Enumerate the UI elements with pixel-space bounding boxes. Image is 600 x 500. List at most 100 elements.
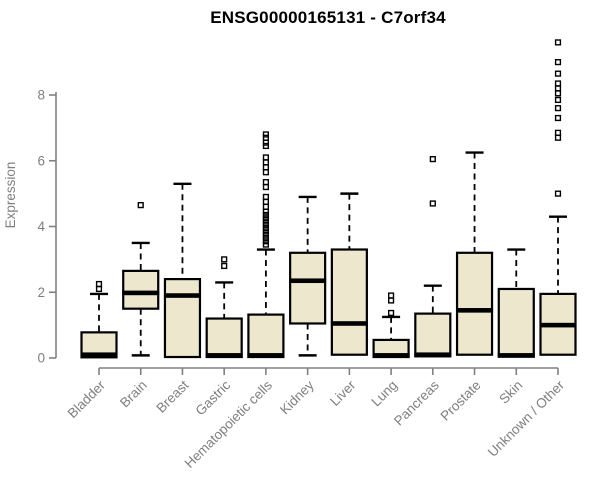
chart-title: ENSG00000165131 - C7orf34 xyxy=(210,8,446,27)
outlier-point xyxy=(262,241,270,248)
iqr-box xyxy=(247,313,285,359)
outlier-point xyxy=(221,256,228,263)
outlier-point xyxy=(554,59,562,66)
y-axis: 0 2 4 6 8 Expression xyxy=(3,88,57,366)
outlier-point xyxy=(262,225,270,232)
y-tick-label: 0 xyxy=(37,351,45,366)
box-gastric xyxy=(205,256,243,359)
median-line xyxy=(247,353,285,358)
outlier-point xyxy=(262,238,270,245)
outlier-point xyxy=(554,39,562,46)
median-line xyxy=(289,278,327,284)
box-bladder xyxy=(80,280,118,359)
x-tick-label: Brain xyxy=(117,378,150,411)
outlier-point xyxy=(262,228,270,235)
outlier-point xyxy=(387,292,395,299)
box-hematopoietic-cells xyxy=(247,131,285,359)
outlier-point xyxy=(262,215,270,222)
median-line xyxy=(80,352,118,358)
y-tick-label: 2 xyxy=(37,285,45,300)
box-skin xyxy=(497,248,535,358)
outlier-point xyxy=(387,309,395,317)
outlier-point xyxy=(554,114,562,122)
outlier-point xyxy=(262,231,270,238)
iqr-box xyxy=(497,287,535,358)
outlier-point xyxy=(262,159,270,166)
outlier-point xyxy=(262,139,270,146)
outlier-point xyxy=(262,169,270,176)
median-line xyxy=(372,353,410,358)
x-tick-label: Pancreas xyxy=(391,377,442,428)
y-tick-label: 4 xyxy=(37,219,45,234)
outlier-point xyxy=(95,285,103,293)
y-tick-label: 6 xyxy=(37,153,45,168)
x-tick-label: Unknown / Other xyxy=(485,377,568,460)
outlier-point xyxy=(554,129,562,136)
outlier-point xyxy=(262,142,270,150)
outlier-point xyxy=(262,218,270,225)
outlier-point xyxy=(262,211,270,219)
outlier-point xyxy=(262,221,270,228)
x-tick-label: Lung xyxy=(368,378,400,410)
y-axis-title: Expression xyxy=(3,162,18,229)
outlier-point xyxy=(554,190,562,197)
box-kidney xyxy=(289,195,327,357)
outlier-point xyxy=(95,280,103,288)
x-tick-label: Kidney xyxy=(277,377,317,417)
iqr-box xyxy=(289,251,327,325)
x-tick-label: Gastric xyxy=(192,377,233,418)
median-line xyxy=(497,353,535,358)
outlier-point xyxy=(554,105,562,112)
x-tick-label: Bladder xyxy=(65,377,109,421)
outlier-point xyxy=(554,80,562,87)
box-prostate xyxy=(455,151,494,356)
iqr-box xyxy=(122,269,160,310)
iqr-box xyxy=(414,312,452,358)
outlier-point xyxy=(554,70,562,77)
x-tick-label: Prostate xyxy=(438,378,484,424)
iqr-box xyxy=(455,251,494,356)
outlier-point xyxy=(554,96,562,104)
outlier-point xyxy=(262,134,270,141)
median-line xyxy=(205,353,243,358)
outlier-point xyxy=(221,262,228,270)
outlier-point xyxy=(262,208,270,215)
median-line xyxy=(122,290,160,296)
outlier-point xyxy=(554,90,562,97)
outlier-point xyxy=(262,164,270,171)
outlier-point xyxy=(387,297,395,304)
median-line xyxy=(456,308,494,313)
outlier-point xyxy=(262,203,270,210)
box-pancreas xyxy=(414,156,452,358)
box-liver xyxy=(330,192,368,356)
y-tick-label: 8 xyxy=(37,88,45,103)
outlier-point xyxy=(554,134,562,141)
box-unknown-other xyxy=(539,39,577,356)
outlier-point xyxy=(262,193,270,201)
outlier-point xyxy=(262,183,270,191)
outlier-point xyxy=(262,234,270,242)
box-breast xyxy=(163,182,202,359)
outlier-point xyxy=(262,198,270,205)
box-lung xyxy=(372,292,410,359)
x-tick-label: Skin xyxy=(496,378,525,407)
outlier-point xyxy=(554,85,562,92)
outlier-point xyxy=(429,200,436,207)
outlier-point xyxy=(429,156,436,163)
outlier-point xyxy=(262,179,270,186)
outlier-point xyxy=(137,202,144,209)
x-tick-label: Liver xyxy=(327,377,359,409)
box-brain xyxy=(122,202,160,357)
median-line xyxy=(539,322,577,328)
outlier-point xyxy=(262,154,270,161)
outlier-point xyxy=(262,131,270,138)
iqr-box xyxy=(163,278,202,359)
median-line xyxy=(414,352,452,358)
x-tick-label: Breast xyxy=(153,377,191,415)
iqr-box xyxy=(205,317,243,359)
iqr-box xyxy=(330,248,368,356)
median-line xyxy=(330,321,368,326)
